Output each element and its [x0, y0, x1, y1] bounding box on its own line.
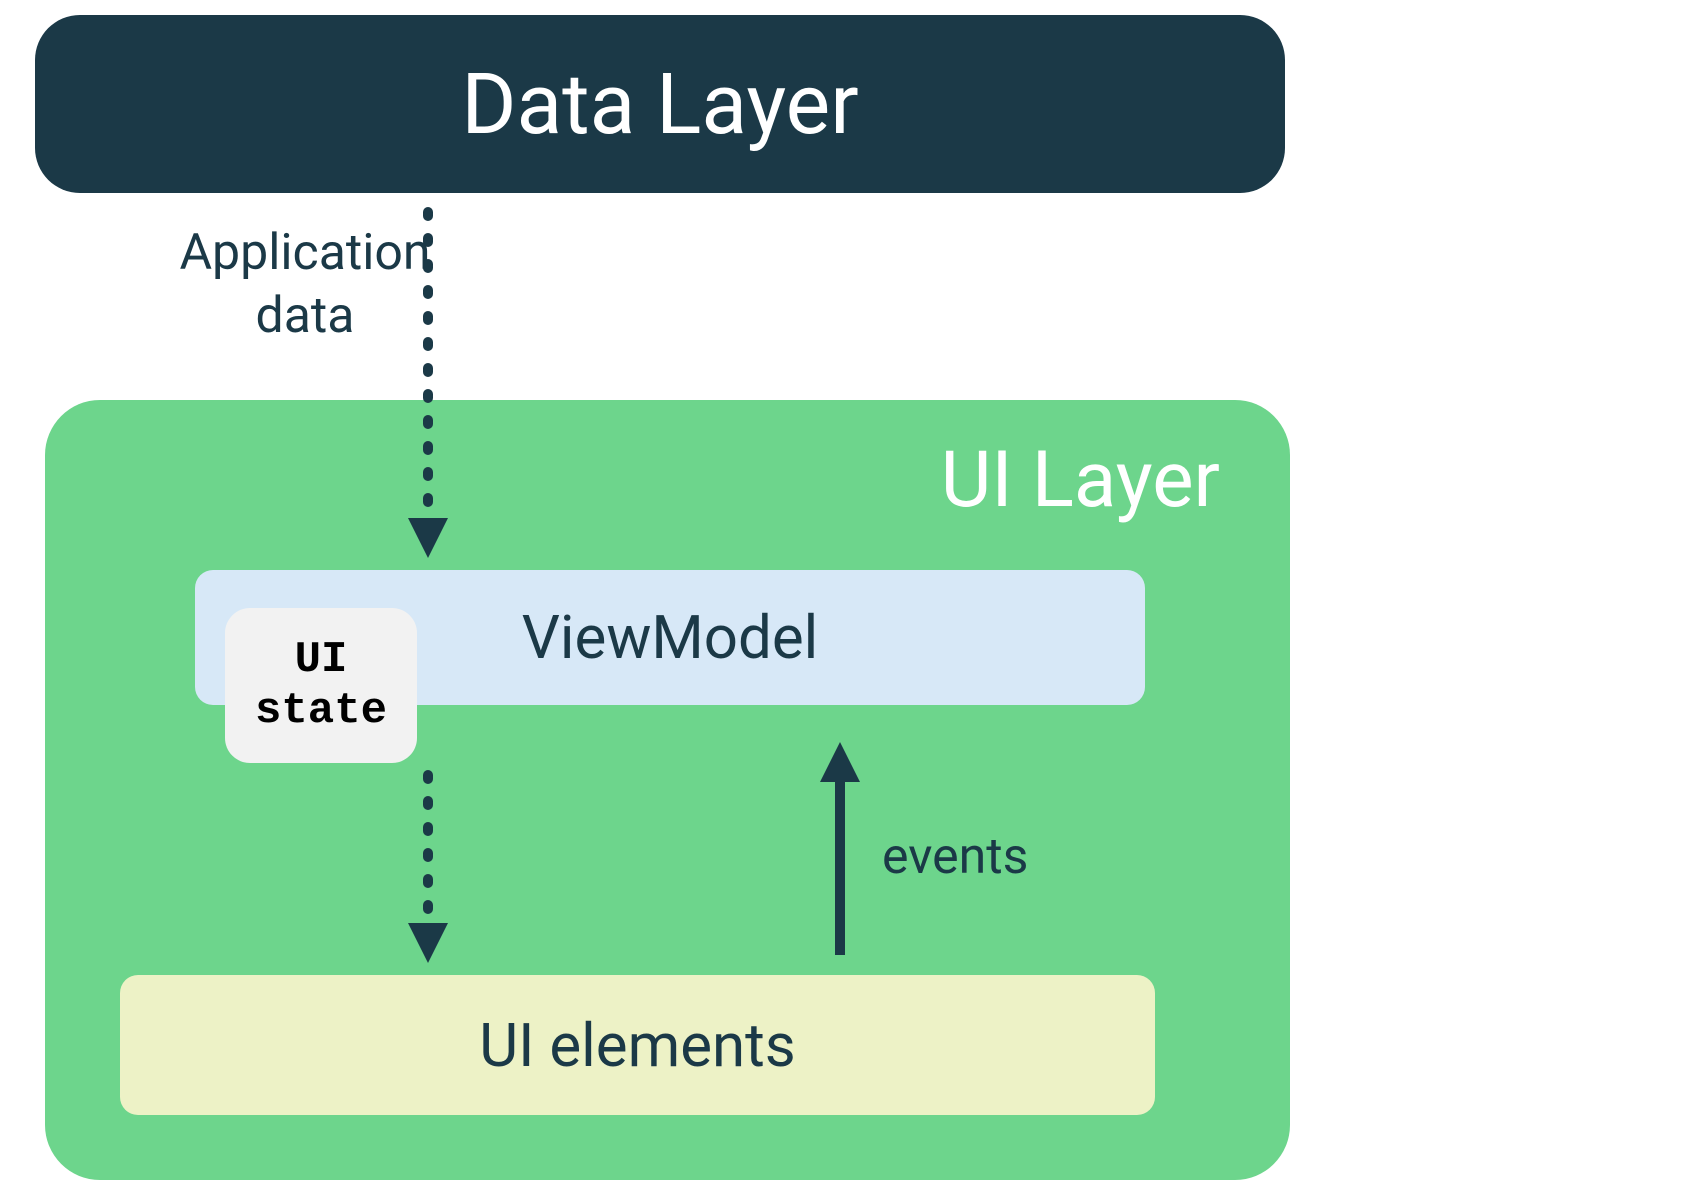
uielements-label: UI elements	[479, 1010, 796, 1081]
data-layer-box: Data Layer	[35, 15, 1285, 193]
ui-layer-label: UI Layer	[941, 435, 1220, 526]
architecture-diagram: Data Layer UI Layer ViewModel UI state U…	[0, 0, 1702, 1194]
uistate-label: UI state	[255, 635, 387, 736]
events-label: events	[882, 828, 1028, 886]
viewmodel-label: ViewModel	[522, 602, 819, 673]
uielements-box: UI elements	[120, 975, 1155, 1115]
application-data-label: Application data	[175, 222, 435, 347]
data-layer-label: Data Layer	[461, 55, 858, 154]
uistate-box: UI state	[225, 608, 417, 763]
